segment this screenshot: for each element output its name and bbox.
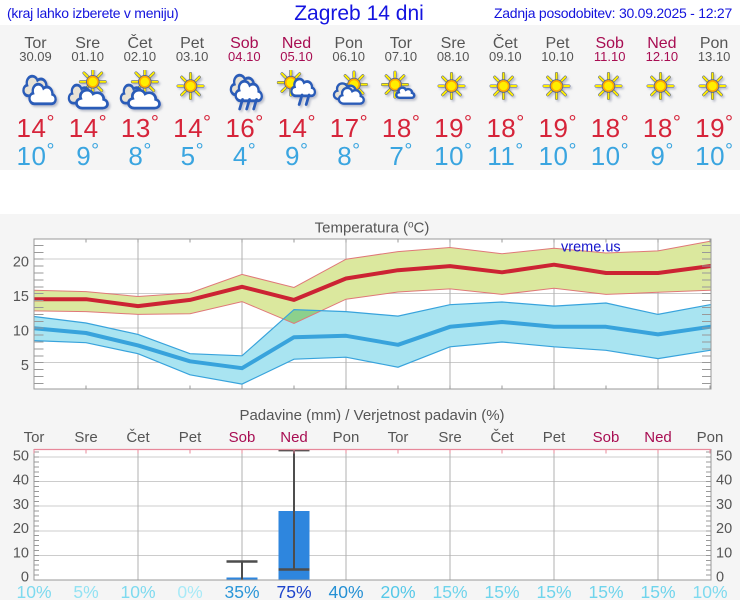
- svg-text:15%: 15%: [536, 582, 571, 600]
- svg-text:50: 50: [716, 448, 732, 464]
- svg-text:20%: 20%: [380, 582, 415, 600]
- svg-text:40: 40: [13, 473, 29, 489]
- svg-text:30: 30: [13, 497, 29, 513]
- svg-text:Temperatura (oC): Temperatura (oC): [315, 220, 430, 237]
- svg-text:0: 0: [716, 570, 724, 586]
- svg-text:0%: 0%: [177, 582, 202, 600]
- svg-text:Tor: Tor: [388, 429, 409, 446]
- svg-text:Ned: Ned: [644, 429, 672, 446]
- svg-text:Sob: Sob: [593, 429, 620, 446]
- svg-text:10%: 10%: [16, 582, 51, 600]
- svg-text:Ned: Ned: [280, 429, 308, 446]
- svg-text:Padavine (mm) / Verjetnost pad: Padavine (mm) / Verjetnost padavin (%): [239, 407, 504, 424]
- svg-text:5: 5: [21, 358, 29, 374]
- svg-text:Pon: Pon: [697, 429, 724, 446]
- svg-text:Čet: Čet: [126, 429, 150, 446]
- svg-text:Sre: Sre: [74, 429, 97, 446]
- svg-text:40%: 40%: [328, 582, 363, 600]
- svg-text:15%: 15%: [640, 582, 675, 600]
- svg-text:5%: 5%: [73, 582, 98, 600]
- svg-text:35%: 35%: [224, 582, 259, 600]
- svg-text:Pon: Pon: [333, 429, 360, 446]
- svg-text:10%: 10%: [120, 582, 155, 600]
- svg-text:15: 15: [13, 289, 29, 305]
- svg-text:Sob: Sob: [229, 429, 256, 446]
- svg-text:Pet: Pet: [543, 429, 566, 446]
- svg-text:75%: 75%: [276, 582, 311, 600]
- svg-text:Tor: Tor: [24, 429, 45, 446]
- svg-text:15%: 15%: [588, 582, 623, 600]
- svg-text:20: 20: [716, 521, 732, 537]
- svg-text:15%: 15%: [484, 582, 519, 600]
- svg-text:40: 40: [716, 473, 732, 489]
- svg-text:Čet: Čet: [490, 429, 514, 446]
- svg-text:20: 20: [13, 254, 29, 270]
- svg-text:10: 10: [716, 545, 732, 561]
- svg-text:20: 20: [13, 521, 29, 537]
- svg-text:50: 50: [13, 448, 29, 464]
- svg-text:vreme.us: vreme.us: [561, 240, 621, 256]
- svg-text:Sre: Sre: [438, 429, 461, 446]
- svg-text:15%: 15%: [432, 582, 467, 600]
- svg-text:10%: 10%: [692, 582, 727, 600]
- svg-text:10: 10: [13, 545, 29, 561]
- svg-text:Pet: Pet: [179, 429, 202, 446]
- svg-text:10: 10: [13, 323, 29, 339]
- svg-text:0: 0: [21, 570, 29, 586]
- svg-text:30: 30: [716, 497, 732, 513]
